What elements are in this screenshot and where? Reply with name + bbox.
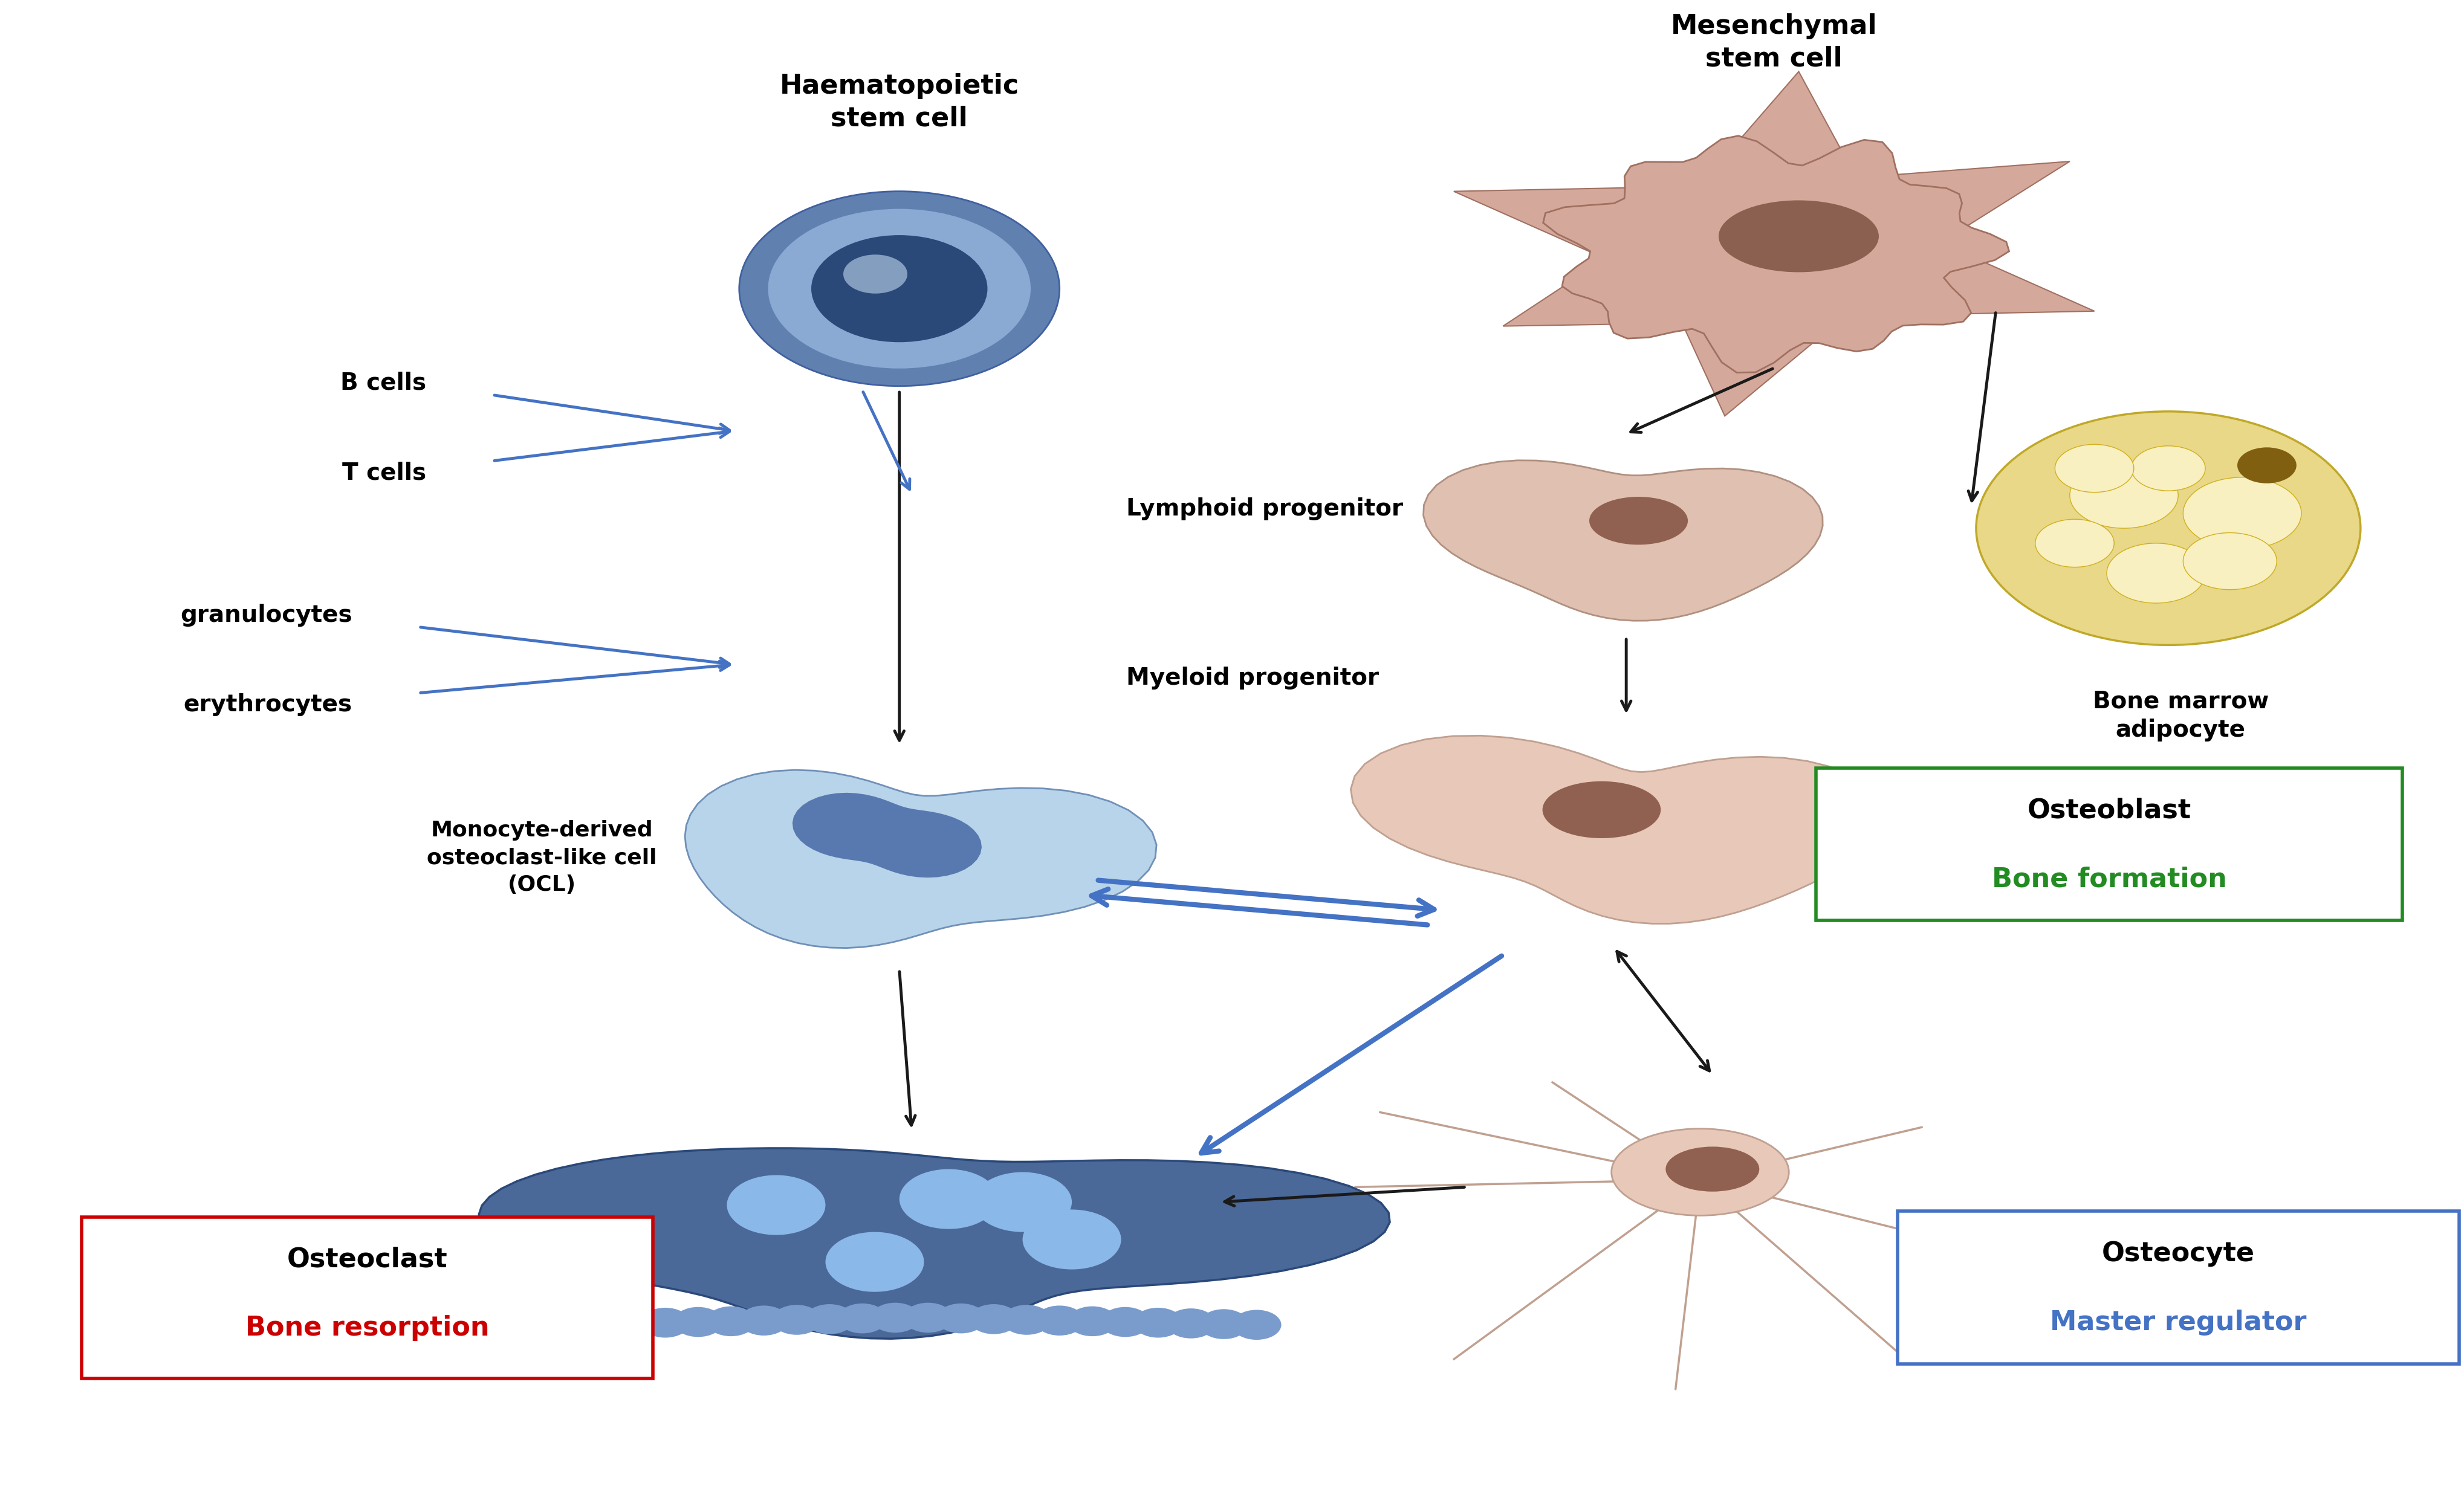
Ellipse shape	[1589, 496, 1688, 545]
Polygon shape	[1858, 161, 2070, 255]
Circle shape	[936, 1304, 986, 1334]
Text: granulocytes: granulocytes	[180, 604, 352, 626]
Circle shape	[2237, 447, 2296, 483]
Circle shape	[769, 208, 1030, 368]
Circle shape	[1165, 1308, 1215, 1338]
Text: Osteocyte: Osteocyte	[2102, 1240, 2255, 1266]
Circle shape	[2183, 533, 2277, 590]
Circle shape	[838, 1304, 887, 1334]
Circle shape	[1200, 1310, 1249, 1338]
Circle shape	[1232, 1310, 1281, 1340]
Circle shape	[1023, 1210, 1121, 1269]
Circle shape	[899, 1169, 998, 1228]
Ellipse shape	[1611, 1129, 1789, 1216]
Polygon shape	[1350, 736, 1882, 924]
Text: Lymphoid progenitor: Lymphoid progenitor	[1126, 498, 1402, 521]
Text: Myeloid progenitor: Myeloid progenitor	[1126, 667, 1380, 690]
Circle shape	[739, 192, 1060, 386]
Circle shape	[1003, 1305, 1052, 1335]
Circle shape	[2035, 519, 2114, 567]
Polygon shape	[478, 1148, 1390, 1338]
Ellipse shape	[1542, 782, 1661, 837]
Polygon shape	[1542, 136, 2008, 373]
Polygon shape	[1454, 187, 1671, 269]
Text: Mesenchymal
stem cell: Mesenchymal stem cell	[1671, 14, 1878, 71]
Polygon shape	[1680, 321, 1821, 416]
FancyBboxPatch shape	[1816, 768, 2402, 920]
Text: Master regulator: Master regulator	[2050, 1310, 2306, 1335]
Text: Haematopoietic
stem cell: Haematopoietic stem cell	[779, 74, 1020, 131]
Circle shape	[870, 1302, 919, 1332]
Circle shape	[574, 1310, 623, 1338]
Text: Bone resorption: Bone resorption	[244, 1316, 490, 1342]
Polygon shape	[1715, 71, 1855, 177]
Circle shape	[1067, 1307, 1116, 1337]
Polygon shape	[1503, 244, 1685, 326]
Circle shape	[973, 1172, 1072, 1231]
Circle shape	[609, 1308, 658, 1338]
Ellipse shape	[1666, 1147, 1759, 1192]
Circle shape	[2107, 543, 2205, 604]
Circle shape	[1976, 412, 2361, 644]
Ellipse shape	[1720, 201, 1878, 272]
Circle shape	[727, 1176, 825, 1234]
Circle shape	[739, 1305, 788, 1335]
Polygon shape	[793, 792, 981, 878]
Circle shape	[1035, 1305, 1084, 1335]
Circle shape	[1101, 1307, 1151, 1337]
Polygon shape	[1878, 234, 2094, 315]
Text: Osteoclast: Osteoclast	[286, 1246, 448, 1272]
Text: erythrocytes: erythrocytes	[185, 694, 352, 717]
Polygon shape	[1424, 460, 1823, 620]
Circle shape	[2055, 444, 2134, 492]
Circle shape	[771, 1305, 821, 1335]
Circle shape	[641, 1308, 690, 1337]
Circle shape	[811, 235, 988, 343]
Circle shape	[2131, 445, 2205, 490]
Circle shape	[542, 1310, 591, 1340]
Circle shape	[673, 1307, 722, 1337]
Polygon shape	[685, 770, 1156, 948]
FancyBboxPatch shape	[81, 1218, 653, 1379]
FancyBboxPatch shape	[1897, 1212, 2459, 1364]
Circle shape	[843, 255, 907, 294]
Text: B cells: B cells	[340, 371, 426, 394]
Text: T cells: T cells	[342, 462, 426, 484]
Circle shape	[2070, 462, 2178, 528]
Text: Bone marrow
adipocyte: Bone marrow adipocyte	[2092, 690, 2269, 741]
Circle shape	[904, 1302, 954, 1332]
Circle shape	[806, 1304, 855, 1334]
Circle shape	[825, 1231, 924, 1292]
Circle shape	[968, 1304, 1018, 1334]
Text: Osteoblast: Osteoblast	[2028, 797, 2190, 824]
Circle shape	[2183, 477, 2301, 549]
Text: Bone formation: Bone formation	[1991, 866, 2227, 892]
Circle shape	[707, 1307, 756, 1337]
Text: Monocyte-derived
osteoclast-like cell
(OCL): Monocyte-derived osteoclast-like cell (O…	[426, 821, 658, 895]
Circle shape	[1133, 1308, 1183, 1337]
